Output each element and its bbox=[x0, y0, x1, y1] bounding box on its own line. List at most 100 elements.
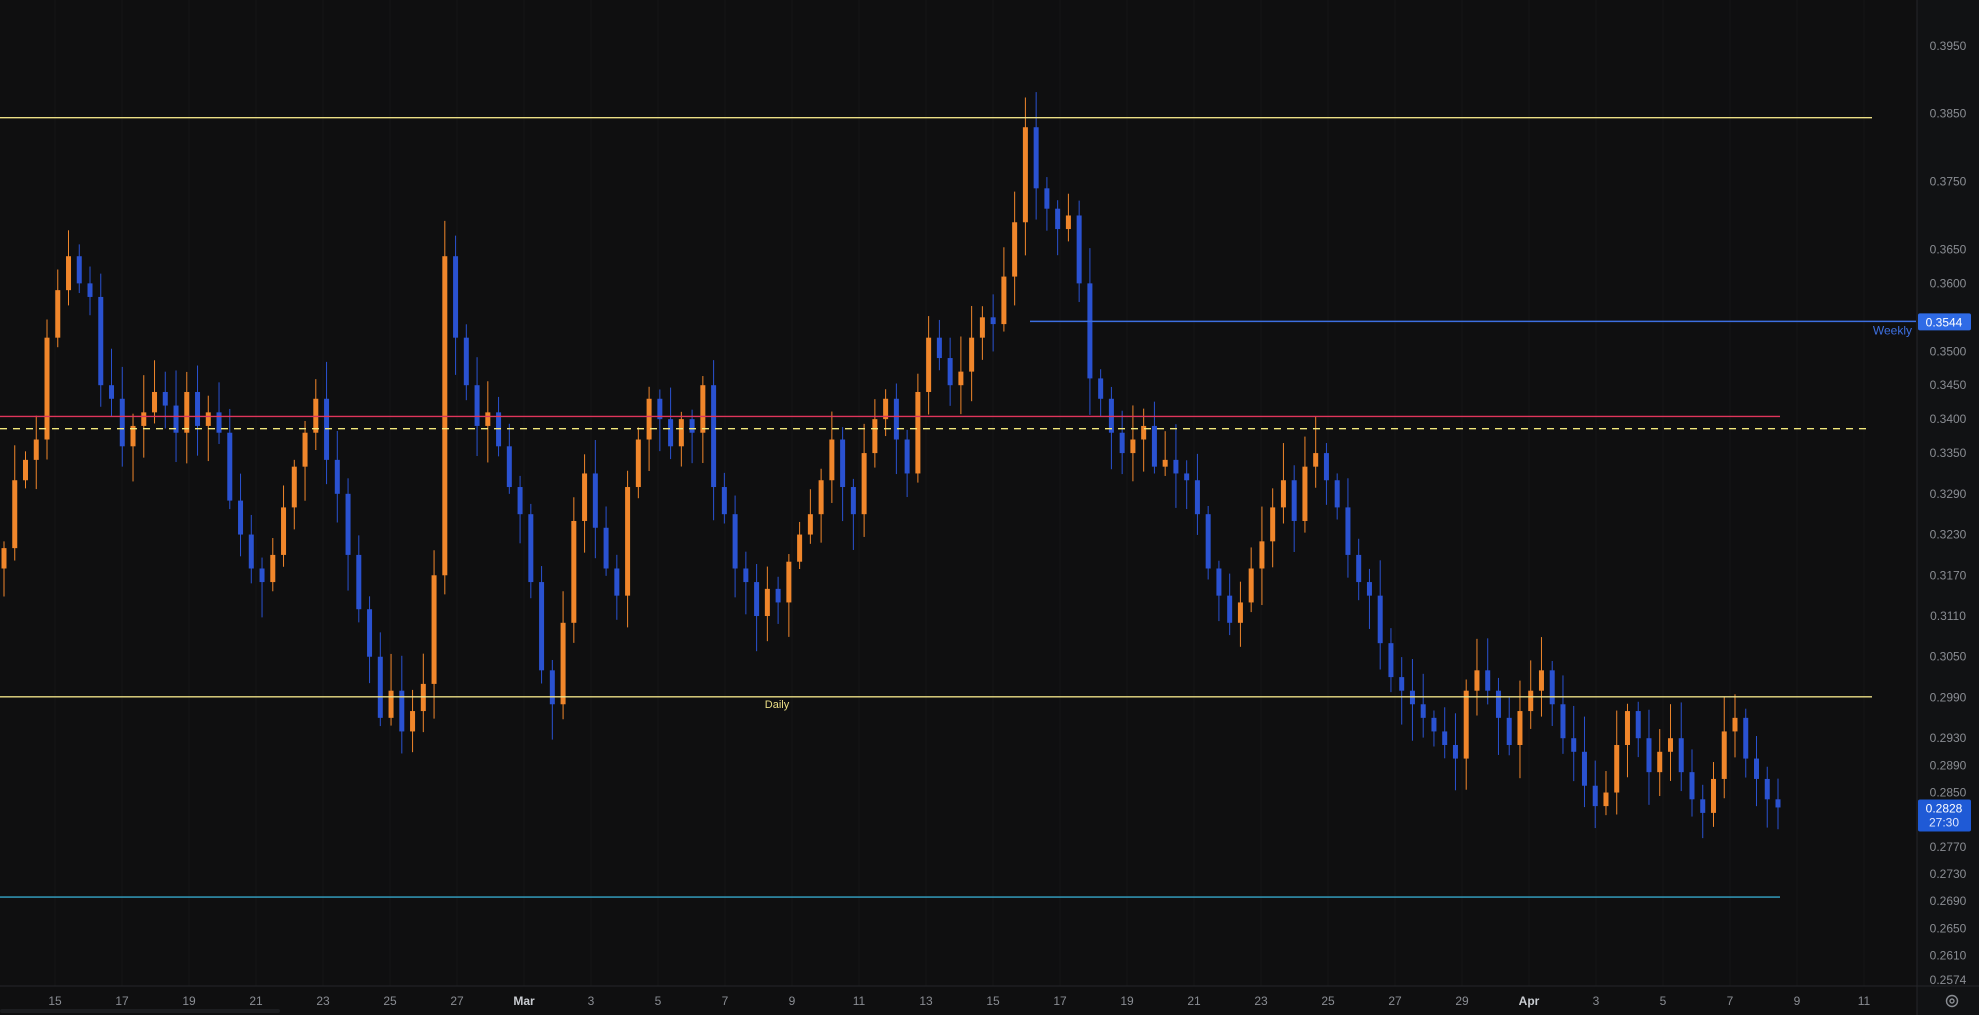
candle-body bbox=[399, 690, 405, 732]
candle-body bbox=[1388, 643, 1394, 678]
candle-body bbox=[1571, 738, 1577, 752]
candle-body bbox=[539, 582, 545, 671]
y-tick-label: 0.2890 bbox=[1930, 758, 1967, 772]
candle-body bbox=[1, 548, 7, 569]
candle-body bbox=[1710, 778, 1716, 813]
candle-body bbox=[356, 554, 362, 610]
y-tick-label: 0.3850 bbox=[1930, 107, 1967, 121]
candle-body bbox=[162, 391, 168, 406]
candle-body bbox=[990, 317, 996, 325]
candle-body bbox=[700, 385, 706, 433]
candle-body bbox=[786, 561, 792, 603]
candle-body bbox=[23, 459, 29, 481]
x-tick-label: 23 bbox=[1254, 994, 1268, 1008]
last-marker-bg bbox=[1918, 799, 1971, 832]
candle-body bbox=[1173, 459, 1179, 474]
candle-body bbox=[1528, 690, 1534, 712]
x-tick-label: 7 bbox=[722, 994, 729, 1008]
candle-body bbox=[12, 480, 18, 549]
y-tick-label: 0.2850 bbox=[1930, 786, 1967, 800]
candle-body bbox=[259, 568, 265, 583]
y-tick-label: 0.3650 bbox=[1930, 242, 1967, 256]
candle-body bbox=[334, 459, 340, 494]
candle-body bbox=[1012, 222, 1018, 277]
candle-body bbox=[711, 385, 717, 488]
candle-body bbox=[1452, 745, 1458, 759]
candle-body bbox=[238, 500, 244, 535]
candle-body bbox=[1603, 792, 1609, 807]
candle-body bbox=[517, 487, 523, 515]
y-tick-label: 0.2990 bbox=[1930, 690, 1967, 704]
level-label: Weekly bbox=[1873, 323, 1912, 337]
candle-body bbox=[1689, 772, 1695, 800]
candle-body bbox=[33, 439, 39, 460]
candle-body bbox=[1055, 208, 1061, 230]
candle-body bbox=[453, 256, 459, 338]
candle-body bbox=[979, 317, 985, 338]
candle-body bbox=[410, 711, 416, 732]
x-tick-label: 25 bbox=[1321, 994, 1335, 1008]
bar-countdown: 27:30 bbox=[1929, 815, 1959, 829]
y-tick-label: 0.2730 bbox=[1930, 867, 1967, 881]
candle-body bbox=[1323, 453, 1329, 481]
candle-body bbox=[775, 588, 781, 603]
x-tick-label: 11 bbox=[853, 994, 866, 1008]
candle-body bbox=[1205, 514, 1211, 569]
candle-body bbox=[1538, 670, 1544, 691]
candle-body bbox=[1022, 127, 1028, 223]
chart-settings-button[interactable] bbox=[1940, 990, 1964, 1012]
candle-body bbox=[1474, 670, 1480, 691]
candle-body bbox=[1356, 554, 1362, 583]
candle-body bbox=[571, 520, 577, 623]
x-tick-label: 7 bbox=[1727, 994, 1734, 1008]
level-lines: Weekly Daily bbox=[0, 117, 1916, 898]
y-axis-panel[interactable] bbox=[1917, 0, 1979, 1015]
time-scrollbar[interactable] bbox=[0, 1009, 280, 1013]
candle-body bbox=[1270, 507, 1276, 542]
candle-body bbox=[1431, 717, 1437, 732]
candle-body bbox=[635, 439, 641, 488]
candle-body bbox=[625, 487, 631, 596]
x-tick-label: 5 bbox=[1660, 994, 1667, 1008]
y-tick-label: 0.3750 bbox=[1930, 175, 1967, 189]
candle-body bbox=[1237, 602, 1243, 623]
candle-body bbox=[936, 337, 942, 359]
candle-body bbox=[1044, 188, 1050, 209]
candle-body bbox=[829, 439, 835, 481]
y-tick-label: 0.2610 bbox=[1930, 948, 1967, 962]
candle-body bbox=[764, 588, 770, 617]
x-tick-label: 5 bbox=[655, 994, 662, 1008]
candle-body bbox=[1667, 738, 1673, 752]
candle-body bbox=[850, 487, 856, 515]
x-tick-label: 21 bbox=[1187, 994, 1201, 1008]
candle-body bbox=[291, 466, 297, 508]
candle-body bbox=[1442, 731, 1448, 745]
candle-body bbox=[377, 656, 383, 718]
candle-body bbox=[1345, 507, 1351, 555]
x-tick-label: 19 bbox=[1120, 994, 1134, 1008]
candle-body bbox=[743, 568, 749, 583]
y-tick-label: 0.2770 bbox=[1930, 840, 1967, 854]
candle-body bbox=[754, 582, 760, 617]
x-tick-label: 17 bbox=[115, 994, 129, 1008]
candle-body bbox=[431, 575, 437, 684]
candle-body bbox=[926, 337, 932, 392]
y-tick-label: 0.3110 bbox=[1930, 609, 1966, 623]
candle-body bbox=[1700, 799, 1706, 813]
y-tick-label: 0.3230 bbox=[1930, 528, 1967, 542]
y-tick-label: 0.3500 bbox=[1930, 344, 1967, 358]
candle-body bbox=[1399, 677, 1405, 691]
candle-body bbox=[345, 493, 351, 555]
candle-body bbox=[958, 371, 964, 386]
candle-body bbox=[1495, 690, 1501, 718]
y-tick-label: 0.3290 bbox=[1930, 487, 1967, 501]
candle-body bbox=[1162, 459, 1168, 467]
candle-body bbox=[1657, 751, 1663, 773]
x-tick-label: 15 bbox=[48, 994, 62, 1008]
weekly-price-marker: 0.3544 bbox=[1918, 313, 1971, 331]
y-tick-label: 0.2690 bbox=[1930, 894, 1967, 908]
candle-body bbox=[1366, 582, 1372, 596]
candle-body bbox=[861, 453, 867, 515]
